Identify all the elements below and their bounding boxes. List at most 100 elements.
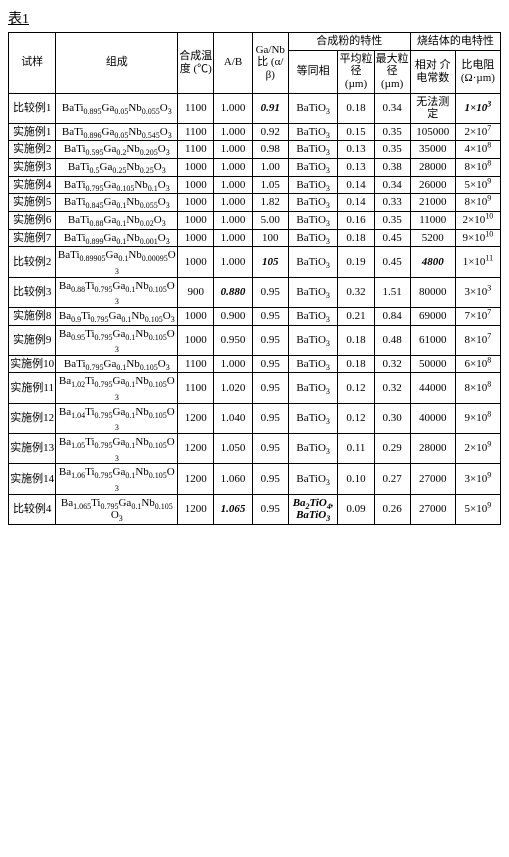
table-cell: 1100 [178, 355, 214, 373]
table-cell: 28000 [410, 159, 455, 177]
table-cell: 0.10 [338, 464, 374, 494]
table-cell: 0.33 [374, 194, 410, 212]
table-cell: BaTiO3 [288, 212, 338, 230]
table-cell: 4800 [410, 247, 455, 277]
table-cell: 0.09 [338, 494, 374, 524]
table-cell: 实施例1 [9, 123, 56, 141]
table-cell: 实施例2 [9, 141, 56, 159]
table-cell: 69000 [410, 307, 455, 325]
table-cell: 0.18 [338, 229, 374, 247]
table-cell: 0.16 [338, 212, 374, 230]
header-max: 最大粒径 (µm) [374, 50, 410, 93]
table-cell: 0.11 [338, 434, 374, 464]
table-row: 实施例3BaTi0.5Ga0.25Nb0.25O310001.0001.00Ba… [9, 159, 501, 177]
table-row: 实施例4BaTi0.795Ga0.105Nb0.1O310001.0001.05… [9, 176, 501, 194]
table-cell: 1.000 [214, 176, 252, 194]
table-row: 实施例10BaTi0.795Ga0.1Nb0.105O311001.0000.9… [9, 355, 501, 373]
table-cell: 0.95 [252, 434, 288, 464]
table-cell: 1.000 [214, 93, 252, 123]
table-row: 实施例1BaTi0.896Ga0.05Nb0.545O311001.0000.9… [9, 123, 501, 141]
table-cell: 0.45 [374, 229, 410, 247]
table-cell: 0.95 [252, 494, 288, 524]
table-cell: 0.18 [338, 325, 374, 355]
table-cell: BaTi0.88Ga0.1Nb0.02O3 [56, 212, 178, 230]
table-row: 比较例3Ba0.88Ti0.795Ga0.1Nb0.105O39000.8800… [9, 277, 501, 307]
table-cell: 4×108 [455, 141, 500, 159]
table-row: 实施例6BaTi0.88Ga0.1Nb0.02O310001.0005.00Ba… [9, 212, 501, 230]
table-row: 比较例1BaTi0.895Ga0.05Nb0.055O311001.0000.9… [9, 93, 501, 123]
table-row: 实施例13Ba1.05Ti0.795Ga0.1Nb0.105O312001.05… [9, 434, 501, 464]
table-cell: BaTiO3 [288, 194, 338, 212]
table-cell: 9×108 [455, 403, 500, 433]
table-cell: 44000 [410, 373, 455, 403]
table-cell: BaTiO3 [288, 93, 338, 123]
table-cell: 实施例7 [9, 229, 56, 247]
table-cell: 0.30 [374, 403, 410, 433]
table-cell: BaTiO3 [288, 403, 338, 433]
table-cell: 0.12 [338, 373, 374, 403]
table-cell: 1000 [178, 194, 214, 212]
table-cell: 比较例3 [9, 277, 56, 307]
table-cell: 0.48 [374, 325, 410, 355]
table-cell: 0.91 [252, 93, 288, 123]
table-cell: 实施例14 [9, 464, 56, 494]
table-cell: 11000 [410, 212, 455, 230]
table-cell: BaTi0.795Ga0.1Nb0.105O3 [56, 355, 178, 373]
table-cell: 0.95 [252, 373, 288, 403]
header-avg: 平均粒径 (µm) [338, 50, 374, 93]
table-cell: BaTiO3 [288, 141, 338, 159]
table-cell: 比较例4 [9, 494, 56, 524]
header-diel: 相对 介电常数 [410, 50, 455, 93]
table-cell: 1200 [178, 434, 214, 464]
header-composition: 组成 [56, 33, 178, 94]
table-cell: 1000 [178, 212, 214, 230]
table-cell: 1.000 [214, 194, 252, 212]
table-cell: 0.29 [374, 434, 410, 464]
table-cell: Ba1.065Ti0.795Ga0.1Nb0.105O3 [56, 494, 178, 524]
table-cell: 实施例4 [9, 176, 56, 194]
table-row: 实施例8Ba0.9Ti0.795Ga0.1Nb0.105O310000.9000… [9, 307, 501, 325]
table-cell: 0.84 [374, 307, 410, 325]
table-row: 比较例4Ba1.065Ti0.795Ga0.1Nb0.105O312001.06… [9, 494, 501, 524]
table-cell: 0.35 [374, 212, 410, 230]
table-cell: 1200 [178, 464, 214, 494]
header-powder-group: 合成粉的特性 [288, 33, 410, 51]
table-cell: Ba1.04Ti0.795Ga0.1Nb0.105O3 [56, 403, 178, 433]
table-cell: 0.12 [338, 403, 374, 433]
table-cell: 0.18 [338, 93, 374, 123]
table-cell: 0.880 [214, 277, 252, 307]
table-cell: 1.065 [214, 494, 252, 524]
table-cell: 0.38 [374, 159, 410, 177]
table-cell: 0.32 [374, 373, 410, 403]
table-cell: 105 [252, 247, 288, 277]
table-cell: 1100 [178, 123, 214, 141]
table-row: 实施例7BaTi0.899Ga0.1Nb0.001O310001.000100B… [9, 229, 501, 247]
table-cell: 0.92 [252, 123, 288, 141]
table-cell: 1.00 [252, 159, 288, 177]
table-cell: BaTiO3 [288, 307, 338, 325]
table-cell: 0.32 [338, 277, 374, 307]
table-cell: 0.14 [338, 194, 374, 212]
table-row: 比较例2BaTi0.89905Ga0.1Nb0.00095O310001.000… [9, 247, 501, 277]
table-cell: BaTiO3 [288, 159, 338, 177]
table-cell: 5×109 [455, 176, 500, 194]
table-cell: BaTiO3 [288, 373, 338, 403]
table-cell: 2×107 [455, 123, 500, 141]
table-cell: 0.27 [374, 464, 410, 494]
table-cell: 8×108 [455, 159, 500, 177]
table-cell: BaTi0.5Ga0.25Nb0.25O3 [56, 159, 178, 177]
table-cell: 27000 [410, 464, 455, 494]
table-cell: 实施例9 [9, 325, 56, 355]
table-cell: 8×109 [455, 194, 500, 212]
table-cell: 1×103 [455, 93, 500, 123]
table-cell: 0.26 [374, 494, 410, 524]
table-cell: 1000 [178, 159, 214, 177]
table-cell: 0.34 [374, 93, 410, 123]
table-cell: 实施例8 [9, 307, 56, 325]
table-cell: 1.05 [252, 176, 288, 194]
header-phase: 等同相 [288, 50, 338, 93]
table-cell: 5.00 [252, 212, 288, 230]
table-cell: 40000 [410, 403, 455, 433]
table-cell: BaTi0.595Ga0.2Nb0.205O3 [56, 141, 178, 159]
table-cell: 1200 [178, 403, 214, 433]
